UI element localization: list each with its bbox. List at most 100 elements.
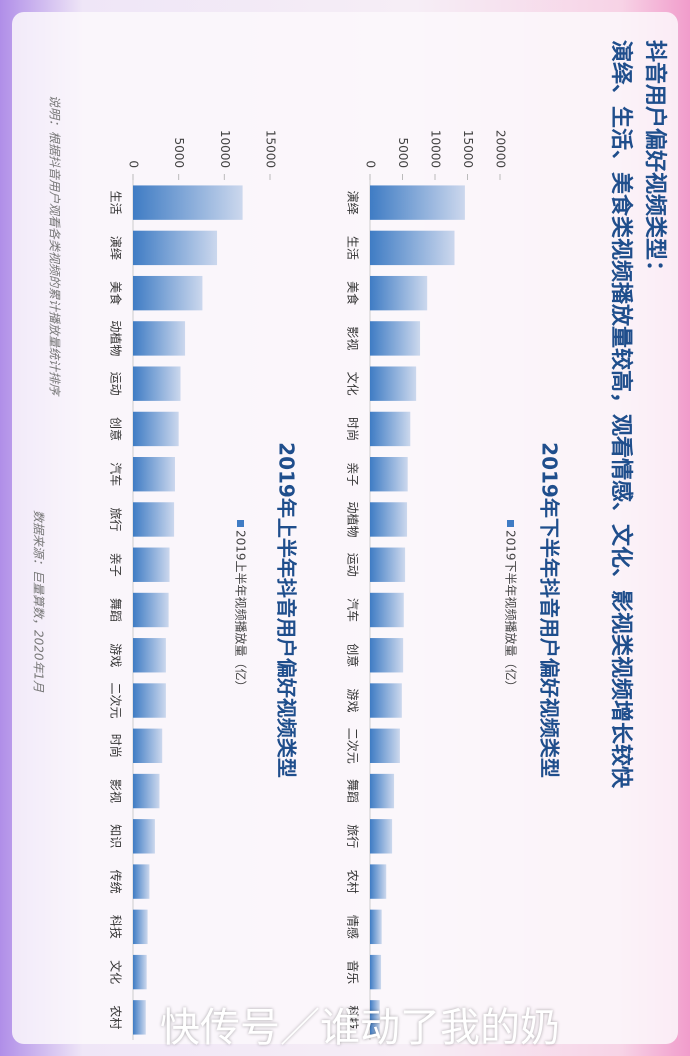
y-tick-label: 15000 [264, 130, 278, 168]
x-tick-label: 运动 [346, 553, 360, 577]
y-tick-label: 10000 [429, 130, 443, 168]
x-tick-label: 时尚 [109, 734, 123, 758]
x-tick-label: 农村 [109, 1005, 123, 1029]
x-tick-label: 生活 [109, 191, 123, 215]
bar [370, 819, 393, 854]
bar [370, 909, 382, 945]
bar [369, 638, 404, 673]
bar [132, 457, 176, 492]
x-tick-label: 音乐 [346, 960, 361, 984]
x-tick-label: 旅行 [346, 824, 360, 848]
bar [133, 366, 181, 401]
x-tick-label: 科技 [346, 1005, 360, 1029]
x-tick-label: 二次元 [109, 683, 123, 719]
bar [370, 547, 406, 582]
bar [370, 864, 387, 899]
y-tick-label: 10000 [218, 130, 232, 168]
legend-swatch [237, 520, 244, 527]
bar [132, 411, 179, 447]
x-tick-label: 二次元 [346, 728, 360, 764]
bar [133, 1000, 146, 1035]
chart-title: 2019年上半年抖音用户偏好视频类型 [275, 442, 299, 778]
x-tick-label: 运动 [109, 372, 123, 396]
legend-label: 2019上半年视频播放量（亿） [234, 530, 249, 693]
x-tick-label: 美食 [346, 281, 361, 305]
x-tick-label: 农村 [346, 870, 360, 894]
x-tick-label: 汽车 [109, 462, 124, 486]
watermark: 快传号／谁动了我的奶 [160, 1005, 560, 1051]
x-tick-label: 影视 [346, 326, 361, 350]
card [12, 12, 678, 1044]
x-tick-label: 动植物 [109, 320, 124, 356]
chart-title: 2019年下半年抖音用户偏好视频类型 [538, 442, 562, 778]
x-tick-label: 汽车 [346, 598, 361, 622]
y-tick-label: 20000 [494, 130, 508, 168]
x-tick-label: 舞蹈 [346, 779, 360, 803]
x-tick-label: 演绎 [109, 236, 124, 260]
bar [132, 547, 170, 582]
bar [370, 275, 428, 311]
bar [369, 773, 395, 809]
bar [370, 230, 455, 266]
bar [369, 954, 382, 990]
x-tick-label: 生活 [346, 236, 360, 260]
y-tick-label: 5000 [396, 137, 410, 168]
bar [133, 773, 160, 809]
x-tick-label: 亲子 [109, 553, 123, 577]
bar [369, 502, 408, 537]
bar [133, 230, 218, 266]
page-subtitle: 演绎、生活、美食类视频播放量较高，观看情感、文化、影视类视频增长较快 [608, 40, 634, 789]
bar [133, 185, 243, 220]
bar [369, 366, 417, 401]
x-tick-label: 游戏 [346, 689, 360, 713]
bar [133, 275, 203, 311]
bar [133, 638, 166, 673]
x-tick-label: 美食 [109, 281, 124, 305]
y-tick-label: 15000 [461, 130, 475, 168]
source: 数据来源：巨量算数，2020年1月 [32, 510, 46, 693]
x-tick-label: 文化 [109, 960, 124, 984]
bar [370, 683, 402, 718]
x-tick-label: 演绎 [346, 191, 361, 215]
note: 说明：根据抖音用户观看各类视频的累计播放量统计排序 [48, 95, 62, 397]
x-tick-label: 亲子 [346, 462, 360, 486]
page-title: 抖音用户偏好视频类型： [642, 40, 668, 282]
bar [132, 592, 169, 628]
x-tick-label: 知识 [109, 824, 123, 848]
x-tick-label: 创意 [109, 417, 124, 441]
legend-swatch [507, 520, 514, 527]
bar [369, 321, 421, 356]
x-tick-label: 舞蹈 [109, 598, 123, 622]
x-tick-label: 科技 [109, 915, 123, 939]
bar [132, 502, 175, 537]
y-tick-label: 5000 [172, 137, 186, 168]
x-tick-label: 动植物 [346, 501, 361, 537]
bar [133, 683, 166, 718]
y-tick-label: 0 [364, 160, 378, 168]
y-tick-label: 0 [127, 160, 141, 168]
x-tick-label: 旅行 [109, 507, 123, 531]
bar [370, 457, 408, 492]
bar [133, 728, 163, 763]
x-tick-label: 游戏 [109, 643, 123, 667]
bar [133, 909, 148, 945]
bar [369, 411, 411, 447]
bar [370, 1000, 380, 1035]
bar [369, 728, 400, 763]
x-tick-label: 传统 [109, 870, 124, 894]
x-tick-label: 创意 [346, 643, 361, 667]
bar [369, 592, 404, 628]
bar [132, 321, 186, 356]
bar [369, 185, 465, 220]
bar [133, 864, 150, 899]
x-tick-label: 影视 [109, 779, 124, 803]
legend-label: 2019下半年视频播放量（亿） [504, 530, 519, 693]
bar [133, 954, 147, 990]
x-tick-label: 情感 [346, 915, 361, 939]
x-tick-label: 时尚 [346, 417, 360, 441]
x-tick-label: 文化 [346, 372, 361, 396]
bar [132, 819, 155, 854]
